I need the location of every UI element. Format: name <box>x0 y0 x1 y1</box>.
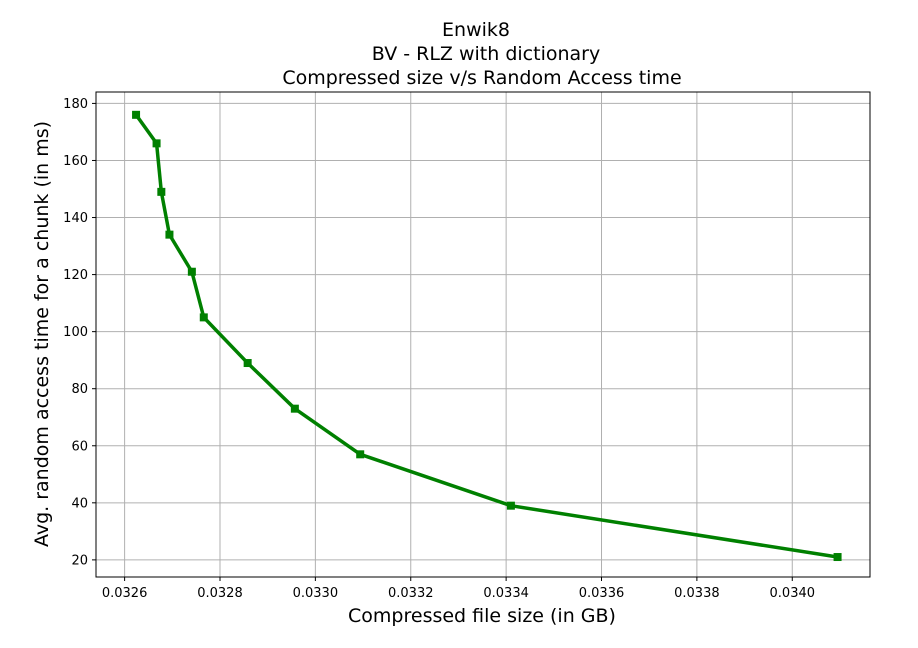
y-tick-label: 140 <box>63 211 88 226</box>
x-axis-ticks: 0.0326 0.0328 0.0330 0.0332 0.0334 0.0336 0.03… <box>102 577 815 601</box>
title-line-3: Compressed size v/s Random Access time <box>282 67 681 89</box>
data-point-marker <box>132 110 141 119</box>
data-point-marker <box>290 404 299 413</box>
y-tick-label: 60 <box>71 439 88 454</box>
y-tick-label: 120 <box>63 268 88 283</box>
data-point-marker <box>356 450 365 459</box>
title-line-1: Enwik8 <box>442 19 510 41</box>
x-tick-label: 0.0328 <box>197 586 243 601</box>
series-layer <box>132 110 842 562</box>
data-point-marker <box>199 313 208 322</box>
y-tick-label: 180 <box>63 97 88 112</box>
data-point-marker <box>187 267 196 276</box>
grid <box>96 92 870 577</box>
x-tick-label: 0.0326 <box>102 586 148 601</box>
x-tick-label: 0.0340 <box>770 586 816 601</box>
x-tick-label: 0.0334 <box>483 586 529 601</box>
y-tick-label: 40 <box>71 496 88 511</box>
x-tick-label: 0.0338 <box>674 586 720 601</box>
x-tick-label: 0.0336 <box>579 586 625 601</box>
data-point-marker <box>506 501 515 510</box>
data-point-marker <box>165 230 174 239</box>
plot-frame <box>95 91 871 578</box>
y-axis-label: Avg. random access time for a chunk (in … <box>31 121 53 547</box>
chart-title: Enwik8 BV - RLZ with dictionary Compress… <box>282 19 681 89</box>
title-line-2: BV - RLZ with dictionary <box>372 43 600 65</box>
data-point-marker <box>157 187 166 196</box>
data-point-marker <box>833 553 842 562</box>
y-tick-label: 100 <box>63 325 88 340</box>
data-point-marker <box>243 359 252 368</box>
x-tick-label: 0.0332 <box>388 586 434 601</box>
data-point-marker <box>152 139 161 148</box>
y-axis-ticks: 20 40 60 80 100 120 140 160 180 <box>63 97 96 568</box>
x-axis-label: Compressed file size (in GB) <box>348 605 616 627</box>
y-tick-label: 80 <box>71 382 88 397</box>
x-tick-label: 0.0330 <box>293 586 339 601</box>
y-tick-label: 160 <box>63 154 88 169</box>
y-tick-label: 20 <box>71 553 88 568</box>
